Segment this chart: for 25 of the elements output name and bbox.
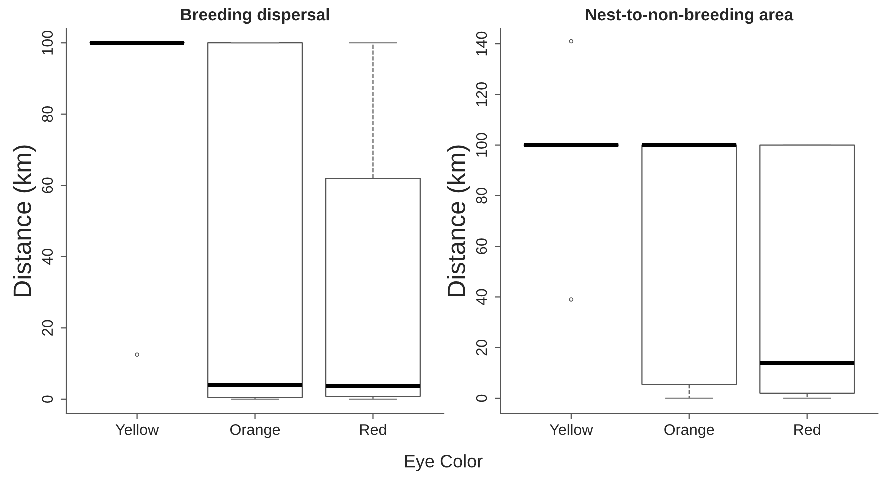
y-tick-label: 60 bbox=[476, 238, 488, 254]
y-tick-label: 20 bbox=[42, 320, 54, 336]
chart-title: Nest-to-non-breeding area bbox=[586, 8, 794, 24]
y-axis-title: Distance (km) bbox=[13, 146, 36, 296]
y-tick-label: 80 bbox=[42, 106, 54, 122]
y-tick-label: 0 bbox=[42, 396, 54, 404]
y-tick-label: 100 bbox=[476, 133, 488, 157]
x-axis-title: Eye Color bbox=[405, 454, 483, 472]
y-tick-label: 100 bbox=[42, 30, 54, 55]
x-tick-label: Red bbox=[360, 424, 386, 436]
y-tick-label: 80 bbox=[476, 188, 488, 204]
x-tick-label: Orange bbox=[230, 424, 280, 438]
y-tick-label: 140 bbox=[476, 32, 488, 56]
x-tick-label: Orange bbox=[664, 424, 714, 438]
y-axis-title: Distance (km) bbox=[447, 146, 470, 296]
x-tick-label: Yellow bbox=[550, 424, 594, 436]
y-tick-label: 120 bbox=[476, 82, 488, 106]
chart-title: Breeding dispersal bbox=[181, 8, 330, 24]
y-tick-label: 40 bbox=[476, 289, 488, 306]
x-tick-label: Yellow bbox=[116, 424, 160, 436]
x-tick-label: Red bbox=[794, 424, 820, 436]
y-tick-label: 40 bbox=[42, 248, 54, 266]
y-tick-label: 20 bbox=[476, 340, 488, 356]
y-tick-label: 0 bbox=[476, 394, 488, 402]
y-tick-label: 60 bbox=[42, 178, 54, 194]
